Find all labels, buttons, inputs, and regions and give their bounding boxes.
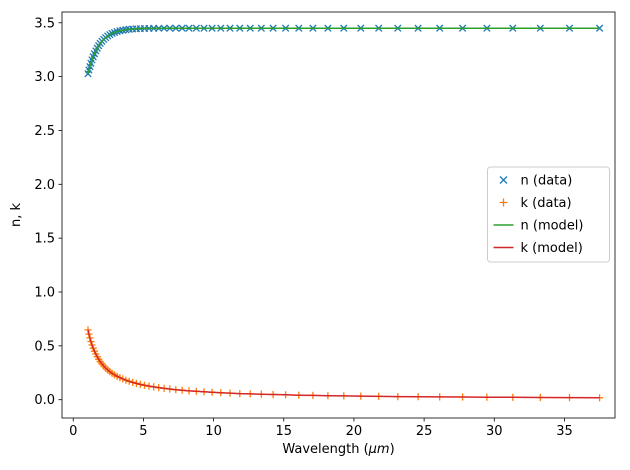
legend-marker-plus-icon — [499, 198, 508, 207]
legend-marker-x-icon — [499, 176, 508, 184]
x-tick-label: 20 — [346, 424, 363, 439]
x-tick-label: 0 — [69, 424, 77, 439]
y-tick-label: 3.5 — [34, 16, 55, 31]
x-tick-label: 35 — [556, 424, 573, 439]
y-tick-label: 1.5 — [34, 232, 55, 247]
legend-entry-label: n (data) — [521, 174, 573, 189]
y-tick-label: 2.5 — [34, 124, 55, 139]
legend-entry-label: k (data) — [521, 196, 572, 211]
y-tick-label: 2.0 — [34, 178, 55, 193]
x-tick-label: 25 — [416, 424, 433, 439]
legend: n (data) k (data) n (model) k (model) — [487, 166, 610, 263]
x-tick-label: 10 — [205, 424, 222, 439]
series-k-model — [87, 329, 600, 399]
x-tick-label: 5 — [139, 424, 147, 439]
x-tick-label: 30 — [486, 424, 503, 439]
x-tick-label: 15 — [275, 424, 292, 439]
y-tick-label: 3.0 — [34, 70, 55, 85]
y-tick-label: 1.0 — [34, 286, 55, 301]
x-axis-label: Wavelength (μm) — [282, 442, 394, 457]
plot-border — [61, 11, 616, 419]
y-axis-label: n, k — [9, 203, 24, 228]
y-tick-label: 0.5 — [34, 339, 55, 354]
legend-entry-label: k (model) — [521, 241, 583, 256]
series-n-model — [87, 27, 600, 74]
legend-entry-label: n (model) — [521, 219, 584, 234]
legend-box — [487, 166, 610, 263]
y-tick-label: 0.0 — [34, 393, 55, 408]
